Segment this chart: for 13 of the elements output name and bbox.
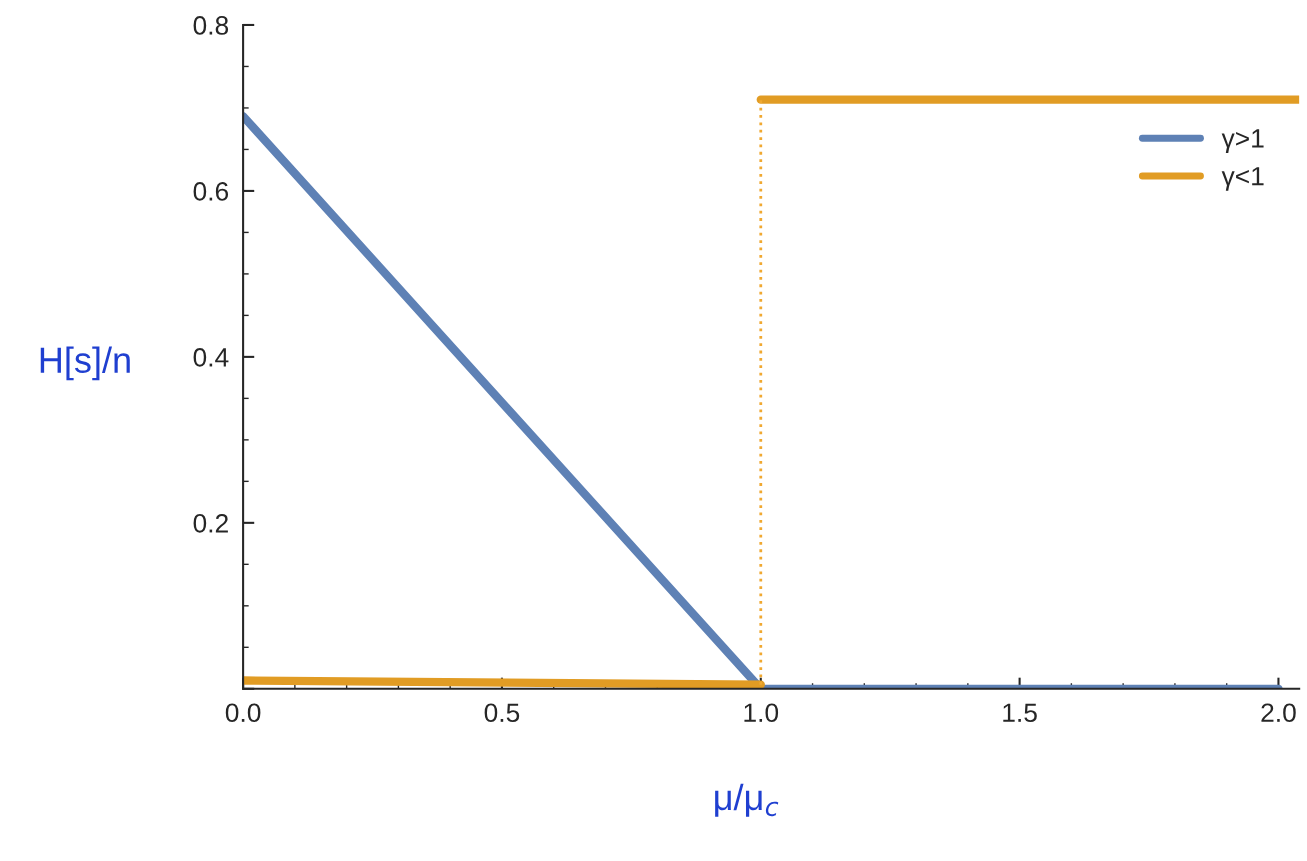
y-tick-label: 0.4 — [193, 348, 229, 367]
x-axis-title: μ/μ$_{c}$ — [715, 783, 779, 817]
y-tick-label: 0.6 — [193, 182, 229, 201]
x-tick-label: 1.5 — [1003, 703, 1037, 723]
x-tick-label: 0.5 — [484, 703, 520, 723]
x-tick-label: 2.0 — [1261, 703, 1296, 723]
y-tick-label: 0.2 — [193, 513, 228, 533]
x-tick-label: 1.0 — [744, 703, 779, 723]
y-axis-title: H[s]/n — [40, 346, 130, 381]
legend-label: γ<1 — [1221, 167, 1264, 191]
legend-label: γ>1 — [1221, 129, 1264, 153]
x-tick-label: 0.0 — [225, 703, 261, 723]
y-tick-label: 0.8 — [193, 16, 229, 35]
